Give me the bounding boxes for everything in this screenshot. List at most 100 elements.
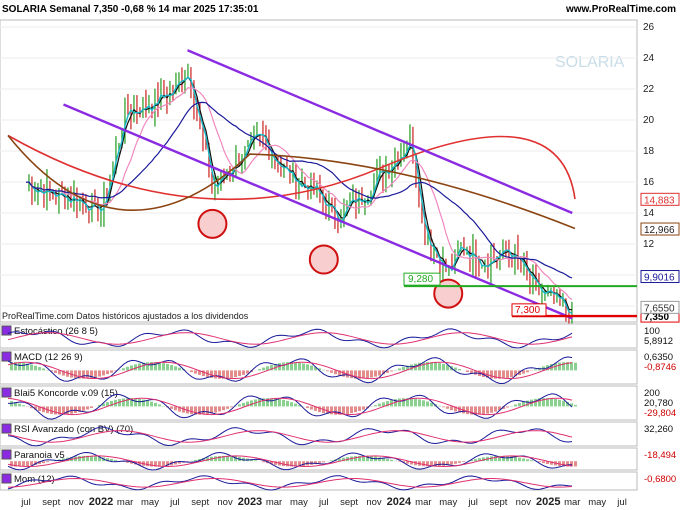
indicator-bar xyxy=(202,458,205,462)
x-tick-label: mar xyxy=(117,497,133,508)
indicator-bar xyxy=(570,403,573,407)
series-value-label: 14,883 xyxy=(644,195,675,206)
indicator-bar xyxy=(326,370,329,372)
indicator-bar xyxy=(370,370,373,378)
indicator-bar xyxy=(302,461,305,467)
indicator-bar xyxy=(78,406,81,413)
indicator-bar xyxy=(390,459,393,462)
indicator-bar xyxy=(282,399,285,407)
indicator-bar xyxy=(10,461,13,467)
x-tick-label: nov xyxy=(516,497,532,508)
indicator-bar xyxy=(22,362,25,371)
sma-40-line xyxy=(25,101,573,279)
indicator-bar xyxy=(286,362,289,371)
x-tick-label: nov xyxy=(68,497,84,508)
indicator-bar xyxy=(562,362,565,371)
indicator-bar xyxy=(150,362,153,371)
indicator-bar xyxy=(50,406,53,414)
indicator-bar xyxy=(198,370,201,375)
indicator-bar xyxy=(398,368,401,371)
indicator-bar xyxy=(422,400,425,407)
indicator-bar xyxy=(218,370,221,379)
sma-200-line xyxy=(7,134,576,201)
indicator-bar xyxy=(194,370,197,374)
indicator-bar xyxy=(62,370,65,376)
indicator-bar xyxy=(110,458,113,462)
y-tick-label: 14 xyxy=(643,208,655,219)
indicator-bar xyxy=(550,398,553,407)
indicator-bar xyxy=(178,367,181,371)
indicator-bar xyxy=(290,362,293,371)
indicator-bar xyxy=(506,370,509,378)
x-tick-label: mar xyxy=(266,497,282,508)
indicator-bar xyxy=(542,398,545,407)
indicator-bar xyxy=(146,461,149,467)
indicator-bar xyxy=(426,401,429,407)
indicator-bar xyxy=(534,398,537,407)
x-tick-label: sept xyxy=(191,497,209,508)
indicator-bar xyxy=(98,404,101,407)
indicator-bar xyxy=(490,370,493,379)
indicator-bar xyxy=(262,398,265,407)
site-url[interactable]: www.ProRealTime.com xyxy=(565,4,676,15)
indicator-frame xyxy=(0,471,638,491)
x-tick-label: sept xyxy=(340,497,358,508)
indicator-bar xyxy=(78,456,81,462)
indicator-bar xyxy=(182,406,185,413)
indicator-bar xyxy=(374,405,377,407)
indicator-bar xyxy=(378,370,381,376)
indicator-bar xyxy=(30,364,33,371)
indicator-bar xyxy=(358,370,361,379)
x-tick-label: jul xyxy=(20,497,31,508)
indicator-bar xyxy=(502,406,505,409)
indicator-bar xyxy=(546,398,549,407)
indicator-bar xyxy=(226,455,229,462)
indicator-bar xyxy=(146,362,149,371)
indicator-bar xyxy=(214,406,217,413)
indicator-bar xyxy=(354,370,357,379)
indicator-bar xyxy=(542,461,545,464)
indicator-bar xyxy=(90,406,93,408)
indicator-bar xyxy=(526,370,529,373)
x-tick-label: may xyxy=(588,497,606,508)
indicator-bar xyxy=(262,367,265,371)
indicator-line xyxy=(7,475,573,491)
indicator-bar xyxy=(202,406,205,415)
indicator-bar xyxy=(82,455,85,462)
indicator-bar xyxy=(26,461,29,467)
indicator-bar xyxy=(234,370,237,378)
indicator-bar xyxy=(90,455,93,462)
indicator-bar xyxy=(438,461,441,467)
indicator-bar xyxy=(162,461,165,467)
y-tick-label: 20 xyxy=(643,115,655,126)
adaptive-ma-line xyxy=(25,76,573,314)
series-value-label: 7,350 xyxy=(644,312,669,323)
indicator-bar xyxy=(562,400,565,407)
indicator-bar xyxy=(426,461,429,467)
indicator-bar xyxy=(86,455,89,462)
indicator-bar xyxy=(514,404,517,407)
indicator-bar xyxy=(442,363,445,371)
watermark: SOLARIA xyxy=(555,54,625,71)
indicator-bar xyxy=(318,406,321,413)
y-tick-label: 18 xyxy=(643,146,655,157)
indicator-bar xyxy=(142,362,145,371)
series-value-tag xyxy=(640,222,680,236)
indicator-bar xyxy=(494,455,497,462)
x-tick-label: 2025 xyxy=(536,496,560,508)
indicator-bar xyxy=(246,401,249,407)
indicator-bar xyxy=(94,456,97,462)
indicator-bar xyxy=(18,461,21,467)
indicator-bar xyxy=(230,456,233,462)
indicator-bar xyxy=(154,402,157,407)
x-tick-label: may xyxy=(439,497,457,508)
indicator-bar xyxy=(490,456,493,462)
indicator-title: Blai5 Koncorde v.09 (15) xyxy=(14,388,118,399)
support-tag xyxy=(403,272,441,286)
indicator-bar xyxy=(106,370,109,375)
indicator-bar xyxy=(102,403,105,407)
indicator-bar xyxy=(262,461,265,463)
indicator-bar xyxy=(266,366,269,371)
x-axis: jul sept nov 2022 mar may jul sept nov 2023 mar may… xyxy=(20,496,627,508)
